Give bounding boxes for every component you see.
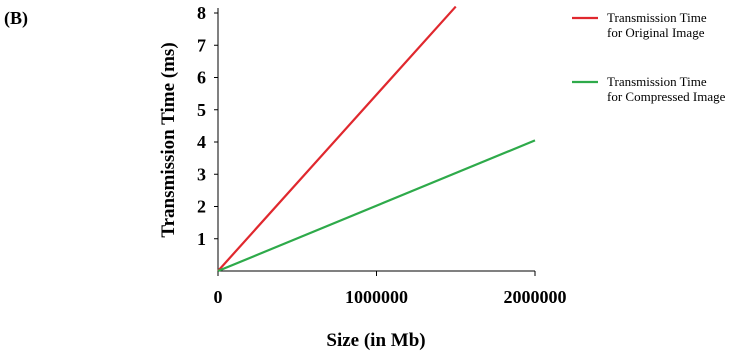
x-ticks: 0 1000000 2000000	[214, 271, 567, 307]
y-tick-label: 7	[197, 35, 206, 55]
y-tick-label: 5	[197, 100, 206, 120]
legend-label-1: Transmission Time	[607, 74, 707, 89]
legend-label-0: Transmission Time	[607, 10, 707, 25]
x-tick-label: 0	[214, 287, 223, 307]
y-axis-title: Transmission Time (ms)	[158, 42, 179, 237]
y-tick-label: 4	[197, 132, 206, 152]
series-line-0	[217, 5, 457, 272]
y-tick-label: 2	[197, 197, 206, 217]
panel-label: (B)	[4, 8, 28, 29]
y-tick-label: 8	[197, 3, 206, 23]
y-tick-label: 6	[197, 68, 206, 88]
y-tick-label: 1	[197, 229, 206, 249]
y-tick-label: 3	[197, 164, 206, 184]
y-ticks: 1 2 3 4 5 6 7 8	[197, 3, 218, 249]
series-line-1	[217, 139, 536, 273]
legend-label-0: for Original Image	[607, 25, 705, 40]
x-axis-title: Size (in Mb)	[326, 330, 425, 351]
plot-area: 0 1000000 2000000 1 2 3 4 5 6 7 8	[197, 3, 567, 307]
x-tick-label: 1000000	[345, 287, 408, 307]
x-tick-label: 2000000	[504, 287, 567, 307]
legend-label-1: for Compressed Image	[607, 89, 726, 104]
series-lines	[217, 5, 536, 273]
